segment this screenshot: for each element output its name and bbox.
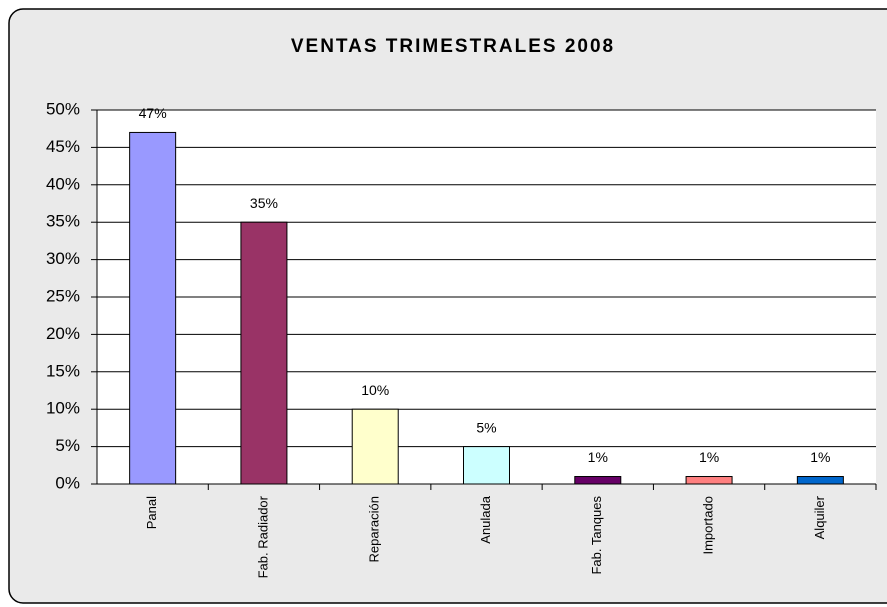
x-tick-label: Fab. Tanques [589, 496, 604, 575]
value-label: 10% [361, 382, 389, 398]
bar [574, 476, 622, 485]
y-tick-label: 50% [46, 99, 80, 118]
bar [796, 476, 844, 485]
bar [129, 131, 177, 485]
x-tick-label: Importado [701, 496, 716, 555]
bar [240, 221, 288, 485]
y-tick-label: 25% [46, 286, 80, 305]
y-tick-label: 20% [46, 324, 80, 343]
bar [351, 408, 399, 485]
bar [685, 476, 733, 485]
x-tick-label: Panal [144, 496, 159, 529]
bar [463, 446, 510, 485]
y-tick-label: 5% [55, 436, 80, 455]
y-tick-label: 10% [46, 399, 80, 418]
value-label: 47% [139, 105, 167, 121]
value-label: 35% [250, 195, 278, 211]
x-tick-label: Reparación [367, 496, 382, 563]
value-label: 5% [476, 419, 496, 435]
y-tick-label: 45% [46, 137, 80, 156]
chart-title: VENTAS TRIMESTRALES 2008 [291, 36, 615, 57]
x-tick-label: Fab. Radiador [255, 495, 270, 578]
y-tick-label: 0% [55, 473, 80, 492]
value-label: 1% [810, 449, 830, 465]
y-tick-label: 40% [46, 174, 80, 193]
y-tick-label: 15% [46, 361, 80, 380]
value-label: 1% [699, 449, 719, 465]
y-tick-label: 30% [46, 249, 80, 268]
x-tick-label: Anulada [478, 495, 493, 543]
x-tick-label: Alquiler [812, 495, 827, 539]
y-tick-label: 35% [46, 212, 80, 231]
value-label: 1% [588, 449, 608, 465]
